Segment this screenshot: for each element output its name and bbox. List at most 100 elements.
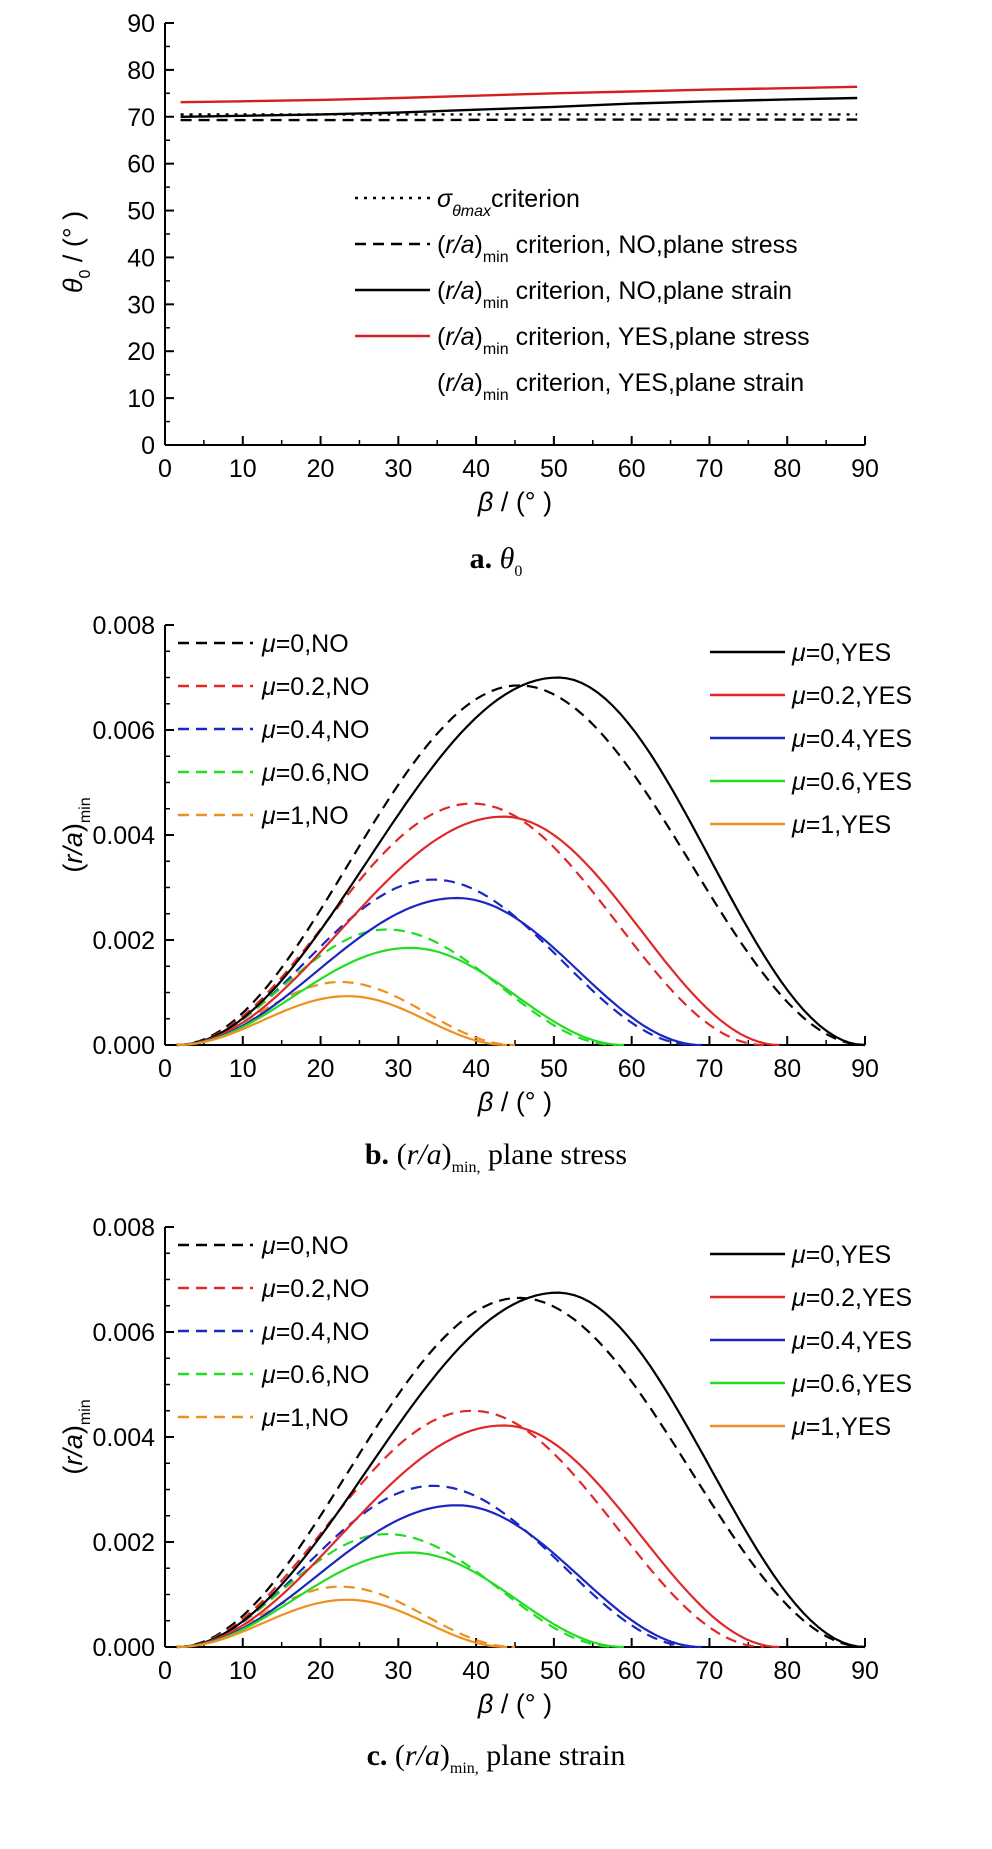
series-line-7 <box>176 896 702 1047</box>
legend-entry: (r/a)min criterion, YES,plane stress <box>437 323 810 358</box>
legend-entry: μ=0.6,YES <box>791 1370 912 1398</box>
x-tick-label: 50 <box>540 455 568 483</box>
x-tick-label: 70 <box>696 1657 724 1685</box>
y-tick-label: 10 <box>127 385 155 413</box>
series-line-7 <box>176 1504 702 1649</box>
legend-entry: μ=1,NO <box>261 1404 349 1432</box>
series-line-5 <box>176 676 866 1047</box>
y-tick-label: 40 <box>127 244 155 272</box>
x-tick-label: 50 <box>540 1657 568 1685</box>
legend-entry: μ=0,YES <box>791 1241 891 1269</box>
x-tick-label: 60 <box>618 455 646 483</box>
legend-entry: μ=0.6,NO <box>261 1361 370 1389</box>
series-line-6 <box>176 1424 780 1649</box>
x-tick-label: 30 <box>384 455 412 483</box>
panel-caption: b. (r/a)min, plane stress <box>365 1138 627 1176</box>
x-tick-label: 60 <box>618 1657 646 1685</box>
x-tick-label: 70 <box>696 455 724 483</box>
legend-entry: μ=0.4,NO <box>261 1318 370 1346</box>
panel-c: 0 10 20 30 40 50 60 70 80 90 0.000 0.002 0.004 0.006 0… <box>58 1214 912 1777</box>
legend-entry: (r/a)min criterion, NO,plane stress <box>437 231 798 266</box>
y-tick-label: 60 <box>127 151 155 179</box>
series-line-6 <box>176 815 780 1047</box>
legend-entry: μ=0.6,YES <box>791 768 912 796</box>
legend-entry: μ=0,NO <box>261 630 349 658</box>
panel-caption: c. (r/a)min, plane strain <box>367 1739 626 1777</box>
x-tick-label: 40 <box>462 1055 490 1083</box>
x-tick-label: 10 <box>229 455 257 483</box>
legend-entry: μ=0.2,YES <box>791 1284 912 1312</box>
legend-entry: σθmaxcriterion <box>437 185 580 220</box>
series-line-9 <box>176 1598 508 1649</box>
y-tick-label: 0.004 <box>92 1424 155 1452</box>
x-tick-label: 10 <box>229 1657 257 1685</box>
legend-entry: μ=0.4,YES <box>791 1327 912 1355</box>
panel-a: 0 10 20 30 40 50 60 70 80 90 0 10 20 30 40 50 60 70 80 90 β … <box>58 10 879 580</box>
series-line-8 <box>176 946 624 1047</box>
series-line-0 <box>176 1296 866 1649</box>
x-tick-label: 90 <box>851 1657 879 1685</box>
y-tick-label: 0.008 <box>92 612 155 640</box>
x-tick-label: 0 <box>158 1657 172 1685</box>
y-axis-label: (r/a)min <box>58 1399 94 1474</box>
x-tick-label: 0 <box>158 455 172 483</box>
y-tick-label: 0.000 <box>92 1634 155 1662</box>
x-tick-label: 20 <box>307 1055 335 1083</box>
y-tick-label: 20 <box>127 338 155 366</box>
y-tick-label: 50 <box>127 198 155 226</box>
y-tick-label: 0.000 <box>92 1032 155 1060</box>
x-axis-label: β / (° ) <box>477 1689 552 1719</box>
x-tick-label: 30 <box>384 1657 412 1685</box>
legend-entry: (r/a)min criterion, NO,plane strain <box>437 277 792 312</box>
x-tick-label: 50 <box>540 1055 568 1083</box>
x-tick-label: 80 <box>773 455 801 483</box>
x-tick-label: 40 <box>462 455 490 483</box>
y-tick-label: 90 <box>127 10 155 38</box>
y-tick-label: 0.002 <box>92 1529 155 1557</box>
legend-entry: μ=0.4,YES <box>791 725 912 753</box>
y-tick-label: 0.006 <box>92 1319 155 1347</box>
panel-caption: a. θ0 <box>470 542 523 580</box>
x-tick-label: 80 <box>773 1055 801 1083</box>
legend-entry: μ=1,YES <box>791 811 891 839</box>
x-tick-label: 80 <box>773 1657 801 1685</box>
series-line-9 <box>176 995 508 1047</box>
legend-entry: μ=0,YES <box>791 639 891 667</box>
series-line-3 <box>180 85 858 104</box>
legend-entry: μ=0.2,NO <box>261 1275 370 1303</box>
y-tick-label: 80 <box>127 57 155 85</box>
legend-entry: μ=0.2,NO <box>261 673 370 701</box>
legend-entry: μ=1,NO <box>261 802 349 830</box>
legend-entry: μ=0,NO <box>261 1232 349 1260</box>
x-axis-label: β / (° ) <box>477 487 552 517</box>
x-tick-label: 20 <box>307 1657 335 1685</box>
y-axis-label: (r/a)min <box>58 797 94 872</box>
y-tick-label: 0.002 <box>92 927 155 955</box>
x-tick-label: 90 <box>851 455 879 483</box>
y-tick-label: 0 <box>141 432 155 460</box>
x-tick-label: 20 <box>307 455 335 483</box>
x-tick-label: 40 <box>462 1657 490 1685</box>
legend-entry: μ=0.2,YES <box>791 682 912 710</box>
y-tick-label: 0.004 <box>92 822 155 850</box>
legend-entry: μ=0.6,NO <box>261 759 370 787</box>
y-tick-label: 0.008 <box>92 1214 155 1242</box>
series-line-8 <box>176 1551 624 1649</box>
x-tick-label: 70 <box>696 1055 724 1083</box>
legend-entry: (r/a)min criterion, YES,plane strain <box>437 369 804 404</box>
series-line-5 <box>176 1291 866 1649</box>
y-axis-label: θ0 / (° ) <box>58 211 94 293</box>
legend-entry: μ=0.4,NO <box>261 716 370 744</box>
panel-b: 0 10 20 30 40 50 60 70 80 90 0.000 0.002 0.004 0.006 0… <box>58 612 912 1176</box>
x-tick-label: 0 <box>158 1055 172 1083</box>
x-tick-label: 10 <box>229 1055 257 1083</box>
series-line-1 <box>176 1409 764 1649</box>
series-line-0 <box>176 684 866 1047</box>
legend-entry: μ=1,YES <box>791 1413 891 1441</box>
y-tick-label: 0.006 <box>92 717 155 745</box>
series-line-1 <box>180 118 858 122</box>
x-axis-label: β / (° ) <box>477 1087 552 1117</box>
y-tick-label: 70 <box>127 104 155 132</box>
y-tick-label: 30 <box>127 291 155 319</box>
